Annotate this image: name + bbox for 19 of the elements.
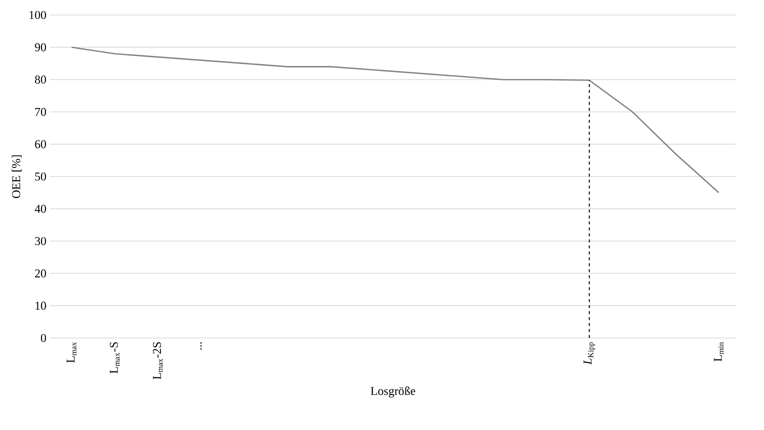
y-tick-label: 70	[35, 108, 46, 116]
y-tick-label: 40	[34, 204, 46, 213]
y-tick-label: 100	[30, 10, 46, 20]
x-tick-label: L$_{max}$-S	[110, 342, 120, 374]
x-tick-label: L$_{max}$	[66, 342, 76, 363]
x-axis-title: Losgröße	[370, 386, 416, 398]
y-tick-label: 80	[34, 76, 46, 84]
y-tick-label: 0	[40, 334, 46, 342]
y-tick-label: 60	[35, 140, 46, 148]
y-tick-label: 30	[35, 237, 46, 246]
x-tick-label: L$_{max}$-2S	[152, 342, 163, 380]
y-tick-label: 90	[34, 43, 46, 52]
x-tick-label: L$_{min}$	[714, 342, 724, 362]
y-tick-label: 20	[35, 269, 46, 278]
x-tick-label: ...	[200, 342, 202, 350]
x-tick-label: L$_{Kipp}$	[584, 342, 595, 365]
y-tick-label: 10	[36, 302, 46, 310]
y-tick-label: 50	[35, 172, 46, 181]
y-axis-title: OEE [%]	[12, 155, 22, 198]
